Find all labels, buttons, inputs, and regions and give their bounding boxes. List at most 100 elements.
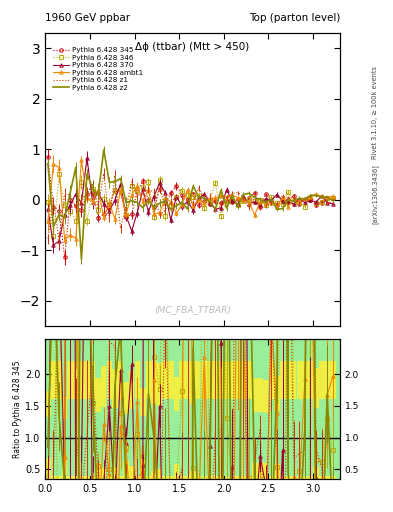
Bar [112,408,118,467]
Bar [313,408,319,467]
Legend: Pythia 6.428 345, Pythia 6.428 346, Pythia 6.428 370, Pythia 6.428 ambt1, Pythia: Pythia 6.428 345, Pythia 6.428 346, Pyth… [52,46,145,92]
Bar [268,399,274,476]
Bar [297,361,302,479]
Bar [285,361,291,479]
Bar [134,399,140,476]
Bar [179,399,185,476]
Bar [213,361,218,479]
Bar [62,419,67,456]
Bar [140,389,145,479]
Bar [207,361,213,479]
Bar [291,361,296,479]
Bar [224,399,230,476]
Bar [129,409,134,466]
Bar [134,361,140,479]
Bar [101,367,107,479]
Bar [62,397,67,478]
Bar [207,399,213,476]
Bar [118,361,123,479]
Bar [246,399,252,476]
Bar [146,399,151,476]
Bar [73,361,79,479]
Bar [219,399,224,476]
Bar [151,404,157,471]
Bar [230,361,235,479]
Bar [129,372,134,479]
Bar [68,361,73,479]
Bar [51,361,56,479]
Bar [118,399,123,476]
Bar [246,361,252,479]
Bar [268,361,274,479]
Bar [101,407,107,468]
Bar [325,399,330,476]
Bar [274,376,280,479]
Bar [308,361,313,479]
Bar [308,399,313,476]
Bar [45,391,51,479]
Bar [235,361,241,479]
Bar [168,399,174,476]
Bar [151,361,157,479]
Bar [190,361,196,479]
Bar [162,361,168,479]
Bar [123,382,129,479]
Text: Δϕ (ttbar) (Mtt > 450): Δϕ (ttbar) (Mtt > 450) [136,42,250,52]
Bar [257,378,263,479]
Bar [174,411,179,464]
Bar [241,361,246,479]
Bar [263,380,268,479]
Text: 1960 GeV ppbar: 1960 GeV ppbar [45,13,130,23]
Bar [90,399,95,476]
Bar [196,361,202,479]
Bar [257,412,263,463]
Bar [319,399,324,476]
Bar [280,399,285,476]
Bar [297,399,302,476]
Bar [263,413,268,462]
Bar [325,361,330,479]
Bar [95,412,101,463]
Text: (MC_FBA_TTBAR): (MC_FBA_TTBAR) [154,306,231,314]
Bar [56,361,62,479]
Bar [45,417,51,458]
Bar [274,411,280,464]
Bar [235,399,241,476]
Bar [112,369,118,479]
Bar [107,399,112,476]
Bar [230,399,235,476]
Bar [90,361,95,479]
Text: Top (parton level): Top (parton level) [248,13,340,23]
Bar [241,399,246,476]
Bar [79,399,84,476]
Y-axis label: Ratio to Pythia 6.428 345: Ratio to Pythia 6.428 345 [13,360,22,458]
Bar [202,361,207,479]
Bar [280,361,285,479]
Bar [107,361,112,479]
Text: Rivet 3.1.10, ≥ 100k events: Rivet 3.1.10, ≥ 100k events [372,66,378,159]
Bar [302,399,308,476]
Text: [arXiv:1306.3436]: [arXiv:1306.3436] [372,165,379,224]
Bar [252,412,257,463]
Bar [190,403,196,472]
Bar [196,399,202,476]
Bar [123,414,129,461]
Bar [330,361,336,479]
Bar [285,399,291,476]
Bar [146,361,151,479]
Bar [185,361,190,479]
Bar [79,361,84,479]
Bar [157,364,162,479]
Bar [51,399,56,476]
Bar [140,416,145,459]
Bar [202,399,207,476]
Bar [319,361,324,479]
Bar [213,399,218,476]
Bar [291,399,296,476]
Bar [157,406,162,469]
Bar [68,399,73,476]
Bar [224,361,230,479]
Bar [95,378,101,479]
Bar [179,361,185,479]
Bar [219,361,224,479]
